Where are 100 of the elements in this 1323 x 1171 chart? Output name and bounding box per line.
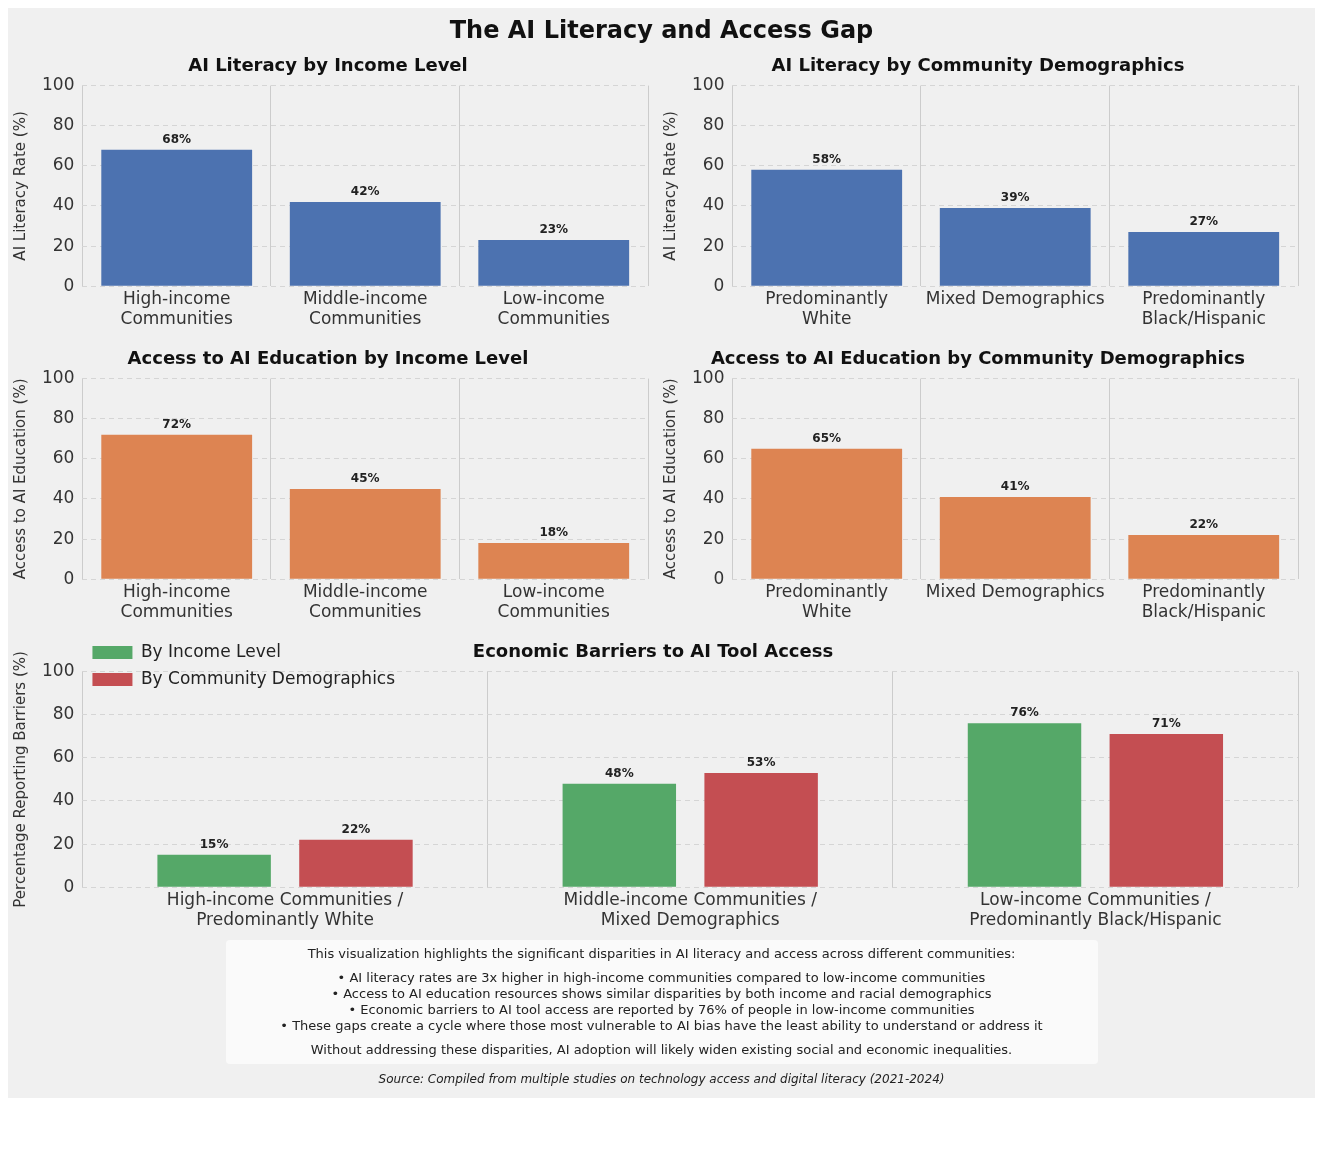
- x-tick-label: High-income Communities: [120, 287, 234, 329]
- x-tick-label: Mixed Demographics: [925, 580, 1105, 601]
- data-label: 71%: [1151, 716, 1181, 731]
- y-tick-label: 100: [41, 74, 75, 95]
- data-label: 76%: [1010, 705, 1039, 720]
- y-tick-label: 0: [63, 274, 75, 295]
- text: • AI literacy rates are 3x higher in high-income communities compared to low-income communities: [336, 970, 987, 986]
- bar: [939, 207, 1091, 286]
- y-tick-label: 40: [52, 487, 75, 508]
- bar: [478, 240, 630, 286]
- data-label: 48%: [604, 765, 634, 780]
- bar: [157, 854, 271, 887]
- bar: [478, 543, 630, 579]
- y-tick-label: 100: [691, 367, 725, 388]
- y-tick-label: 80: [702, 407, 725, 428]
- x-tick-label: Low-income Communities / Predominantly Black/Hispanic: [969, 888, 1222, 930]
- y-tick-label: 60: [52, 447, 75, 468]
- y-tick-label: 40: [702, 194, 725, 215]
- y-tick-label: 80: [52, 407, 75, 428]
- data-label: 42%: [350, 184, 380, 199]
- x-tick-label: Predominantly White: [765, 287, 889, 329]
- bar: [751, 448, 903, 579]
- chart-title: AI Literacy by Community Demographics: [771, 54, 1185, 76]
- x-tick-label: Middle-income Communities: [302, 287, 428, 329]
- data-label: 41%: [1000, 479, 1030, 494]
- text: • These gaps create a cycle where those most vulnerable to AI bias have the least ability to understand or address it: [279, 1018, 1044, 1034]
- x-tick-label: Mixed Demographics: [925, 287, 1105, 308]
- data-label: 22%: [341, 821, 371, 836]
- text: The AI Literacy and Access Gap: [448, 16, 875, 44]
- y-tick-label: 20: [52, 234, 75, 255]
- bar: [967, 723, 1082, 887]
- data-label: 72%: [162, 416, 192, 431]
- y-tick-label: 0: [713, 274, 725, 295]
- text: This visualization highlights the significant disparities in AI literacy and access across different communities:: [306, 946, 1017, 962]
- x-tick-label: Low-income Communities: [497, 287, 611, 329]
- y-tick-label: 60: [52, 746, 75, 767]
- y-tick-label: 20: [702, 234, 725, 255]
- y-tick-label: 100: [41, 367, 75, 388]
- y-tick-label: 100: [691, 74, 725, 95]
- bar: [1128, 535, 1280, 579]
- x-tick-label: High-income Communities: [120, 580, 234, 622]
- bar: [939, 496, 1091, 579]
- y-tick-label: 0: [713, 567, 725, 588]
- y-tick-label: 80: [52, 114, 75, 135]
- x-tick-label: Low-income Communities: [497, 580, 611, 622]
- text: Without addressing these disparities, AI adoption will likely widen existing social and economic inequalities.: [309, 1042, 1014, 1058]
- data-label: 68%: [162, 131, 192, 146]
- y-tick-label: 20: [52, 527, 75, 548]
- bar: [751, 169, 903, 286]
- bar: [101, 149, 253, 286]
- y-tick-label: 0: [63, 875, 75, 896]
- y-axis-title: AI Literacy Rate (%): [660, 111, 679, 261]
- data-label: 65%: [812, 430, 842, 445]
- source-note: Source: Compiled from multiple studies on technology access and digital literacy (2021-2024): [377, 1072, 946, 1086]
- y-tick-label: 60: [702, 447, 725, 468]
- x-tick-label: Predominantly Black/Hispanic: [1141, 580, 1266, 622]
- data-label: 15%: [199, 836, 229, 851]
- bar: [289, 201, 441, 286]
- x-tick-label: Middle-income Communities: [302, 580, 428, 622]
- y-tick-label: 40: [52, 194, 75, 215]
- y-tick-label: 20: [702, 527, 725, 548]
- y-tick-label: 0: [63, 567, 75, 588]
- chart-title: AI Literacy by Income Level: [188, 54, 468, 76]
- y-tick-label: 100: [41, 660, 75, 681]
- bar: [704, 772, 818, 887]
- data-label: 58%: [812, 151, 842, 166]
- chart-title: Economic Barriers to AI Tool Access: [472, 640, 834, 662]
- data-label: 39%: [1000, 190, 1030, 205]
- y-axis-title: Access to AI Education (%): [660, 378, 679, 580]
- y-axis-title: Access to AI Education (%): [10, 378, 29, 580]
- data-label: 45%: [350, 471, 380, 486]
- chart-title: Access to AI Education by Income Level: [127, 347, 529, 369]
- y-tick-label: 80: [52, 703, 75, 724]
- y-tick-label: 60: [52, 154, 75, 175]
- text: • Access to AI education resources shows similar disparities by both income and racial demographics: [330, 986, 993, 1002]
- x-tick-label: Middle-income Communities / Mixed Demographics: [563, 888, 818, 930]
- bar: [289, 488, 441, 579]
- y-tick-label: 40: [702, 487, 725, 508]
- y-tick-label: 80: [702, 114, 725, 135]
- x-tick-label: Predominantly White: [765, 580, 889, 622]
- bar: [1109, 734, 1224, 887]
- bar: [299, 839, 413, 887]
- y-axis-title: Percentage Reporting Barriers (%): [10, 651, 29, 908]
- y-axis-title: AI Literacy Rate (%): [10, 111, 29, 261]
- legend-label: By Income Level: [140, 640, 281, 661]
- data-label: 18%: [539, 525, 569, 540]
- text: • Economic barriers to AI tool access are reported by 76% of people in low-income communities: [347, 1002, 976, 1018]
- bar: [562, 783, 677, 887]
- y-tick-label: 20: [52, 832, 75, 853]
- x-tick-label: High-income Communities / Predominantly White: [166, 888, 404, 930]
- y-tick-label: 60: [702, 154, 725, 175]
- data-label: 22%: [1189, 517, 1219, 532]
- data-label: 27%: [1189, 214, 1219, 229]
- bar: [1128, 232, 1280, 286]
- legend-label: By Community Demographics: [140, 667, 396, 688]
- x-tick-label: Predominantly Black/Hispanic: [1141, 287, 1266, 329]
- bar: [101, 434, 253, 579]
- y-tick-label: 40: [52, 789, 75, 810]
- data-label: 23%: [539, 222, 569, 237]
- chart-title: Access to AI Education by Community Demographics: [710, 347, 1246, 369]
